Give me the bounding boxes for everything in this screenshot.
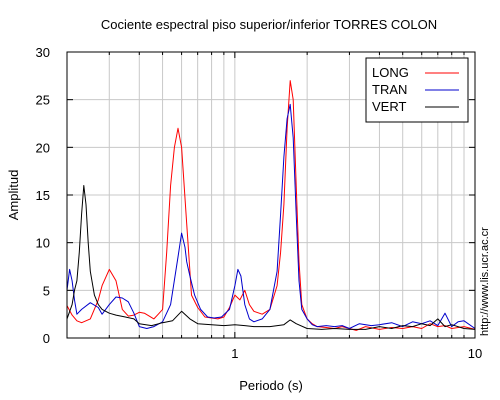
y-tick-label: 30 <box>36 45 50 60</box>
x-axis-label: Periodo (s) <box>239 378 303 393</box>
legend-label-tran: TRAN <box>372 82 407 97</box>
y-tick-label: 20 <box>36 140 50 155</box>
y-axis-label: Amplitud <box>6 170 21 221</box>
y-tick-labels: 0 5 10 15 20 25 30 <box>36 45 50 346</box>
y-tick-label: 15 <box>36 188 50 203</box>
series-line-vert <box>66 185 476 330</box>
series-line-long <box>66 80 476 331</box>
side-url-text: http://www.lis.ucr.ac.cr <box>479 227 491 336</box>
x-tick-labels: 1 10 <box>231 346 482 361</box>
x-tick-label: 1 <box>231 346 238 361</box>
chart-title: Cociente espectral piso superior/inferio… <box>101 17 437 32</box>
legend-items: LONG TRAN VERT <box>372 65 459 114</box>
y-tick-label: 0 <box>43 331 50 346</box>
series-line-tran <box>66 103 476 329</box>
y-tick-label: 10 <box>36 236 50 251</box>
series-layer <box>66 80 476 331</box>
y-tick-label: 25 <box>36 93 50 108</box>
y-tick-label: 5 <box>43 283 50 298</box>
axis-ticks <box>66 51 476 339</box>
legend-label-vert: VERT <box>372 99 406 114</box>
x-tick-label: 10 <box>468 346 482 361</box>
legend-label-long: LONG <box>372 65 409 80</box>
legend: LONG TRAN VERT <box>365 57 469 123</box>
